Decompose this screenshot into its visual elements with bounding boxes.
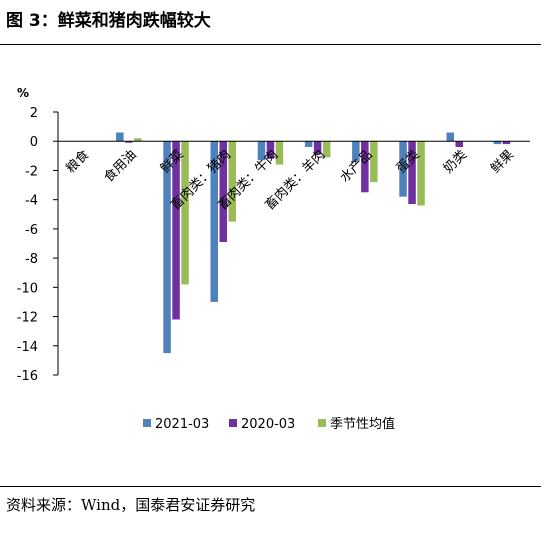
bar-季节性均值-蛋类 [417, 141, 425, 206]
bar-2021-03-鲜果 [493, 141, 502, 145]
top-rule [0, 44, 541, 45]
bar-季节性均值-鲜菜 [181, 141, 189, 285]
bar-季节性均值-食用油 [134, 138, 142, 142]
bar-2021-03-奶类 [446, 132, 454, 142]
y-tick-label: -4 [25, 194, 38, 209]
y-tick-label: -14 [17, 340, 38, 355]
category-label: 食用油 [101, 147, 140, 186]
legend-swatch-2021-03 [143, 419, 151, 427]
legend-label: 2021-03 [155, 417, 209, 432]
y-tick-label: -6 [25, 223, 38, 238]
bar-2020-03-鲜果 [502, 141, 511, 145]
bar-2020-03-畜肉类：牛肉 [266, 141, 275, 159]
legend-swatch-2020-03 [229, 419, 237, 427]
y-tick-label: -12 [17, 311, 38, 326]
legend-swatch-季节性均值 [318, 419, 326, 427]
y-tick-label: -8 [25, 252, 38, 267]
source-note: 资料来源：Wind，国泰君安证券研究 [6, 496, 256, 514]
y-tick-label: -16 [17, 369, 38, 384]
legend-label: 2020-03 [241, 417, 295, 432]
bar-2021-03-畜肉类：猪肉 [210, 141, 218, 302]
category-label: 粮食 [63, 147, 93, 177]
bar-2021-03-畜肉类：羊肉 [304, 141, 313, 147]
bar-2020-03-畜肉类：羊肉 [313, 141, 322, 155]
bar-2020-03-蛋类 [408, 141, 416, 204]
y-tick-label: 0 [30, 135, 38, 150]
y-tick-label: -2 [25, 164, 38, 179]
category-label: 奶类 [441, 147, 470, 176]
y-tick-label: -10 [17, 281, 38, 296]
bar-2020-03-鲜菜 [172, 141, 180, 320]
bar-2020-03-奶类 [455, 141, 463, 147]
bar-2020-03-食用油 [125, 141, 133, 143]
bar-2021-03-水产品 [352, 141, 360, 162]
bar-2021-03-食用油 [116, 132, 124, 142]
legend-label: 季节性均值 [330, 416, 395, 432]
y-tick-label: 2 [30, 106, 38, 121]
bar-2021-03-蛋类 [399, 141, 407, 197]
bar-2021-03-畜肉类：牛肉 [257, 141, 266, 161]
bar-2021-03-鲜菜 [163, 141, 171, 354]
bar-2020-03-水产品 [361, 141, 369, 193]
bottom-rule [0, 486, 541, 487]
bar-季节性均值-畜肉类：羊肉 [322, 141, 331, 158]
category-label: 鲜果 [488, 147, 517, 176]
figure-title: 图 3：鲜菜和猪肉跌幅较大 [6, 11, 211, 31]
bar-2020-03-畜肉类：猪肉 [219, 141, 227, 242]
y-axis-label: % [17, 86, 29, 100]
bar-季节性均值-畜肉类：猪肉 [228, 141, 236, 222]
bar-季节性均值-畜肉类：牛肉 [275, 141, 284, 165]
bar-季节性均值-水产品 [370, 141, 378, 183]
